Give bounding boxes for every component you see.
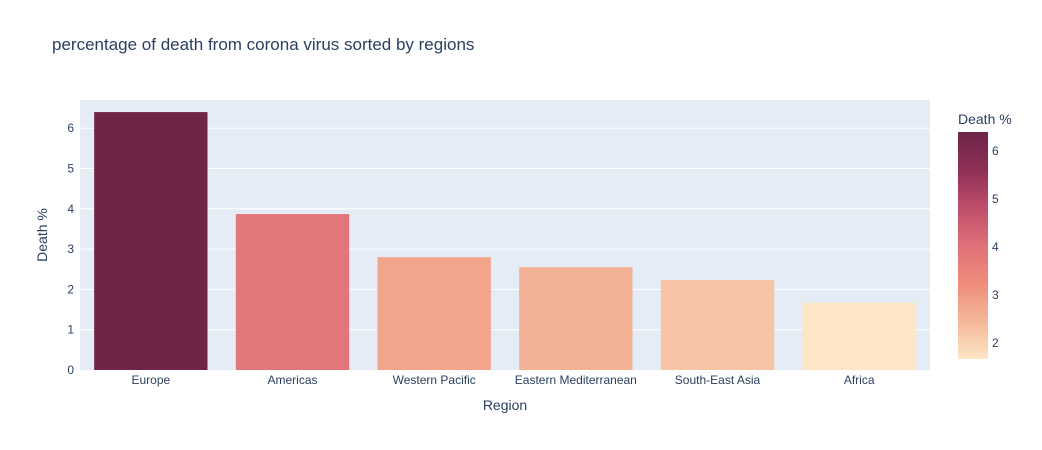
y-axis-title: Death % xyxy=(34,208,50,262)
y-tick-label: 2 xyxy=(67,282,74,296)
x-tick-label: Eastern Mediterranean xyxy=(515,373,637,387)
y-tick-label: 4 xyxy=(67,202,74,216)
bar xyxy=(94,112,208,371)
colorbar-tick-label: 3 xyxy=(992,288,999,302)
colorbar: Death % 2 3 4 5 6 xyxy=(958,111,1012,359)
colorbar-ticks: 2 3 4 5 6 xyxy=(992,144,999,350)
colorbar-gradient xyxy=(958,132,988,359)
bar xyxy=(802,302,916,370)
bar xyxy=(235,214,350,370)
y-tick-label: 5 xyxy=(67,162,74,176)
bar xyxy=(377,257,491,370)
x-tick-label: South-East Asia xyxy=(675,373,761,387)
x-tick-label: Americas xyxy=(267,373,317,387)
x-axis-title: Region xyxy=(483,397,527,413)
colorbar-title: Death % xyxy=(958,111,1012,127)
colorbar-tick-label: 4 xyxy=(992,240,999,254)
x-tick-label: Western Pacific xyxy=(393,373,476,387)
y-axis-ticks: 0 1 2 3 4 5 6 xyxy=(67,121,74,377)
bar xyxy=(519,267,633,370)
colorbar-tick-label: 2 xyxy=(992,336,999,350)
bar xyxy=(660,280,775,370)
colorbar-tick-label: 6 xyxy=(992,144,999,158)
x-axis-ticks: Europe Americas Western Pacific Eastern Med… xyxy=(131,373,874,387)
chart-title: percentage of death from corona virus so… xyxy=(52,35,474,54)
colorbar-tick-label: 5 xyxy=(992,192,999,206)
y-tick-label: 0 xyxy=(67,363,74,377)
x-tick-label: Europe xyxy=(131,373,170,387)
y-tick-label: 3 xyxy=(67,242,74,256)
y-tick-label: 6 xyxy=(67,121,74,135)
gridlines xyxy=(80,127,930,331)
plot-area xyxy=(80,100,930,370)
x-tick-label: Africa xyxy=(844,373,875,387)
y-tick-label: 1 xyxy=(67,323,74,337)
bars xyxy=(94,112,916,371)
